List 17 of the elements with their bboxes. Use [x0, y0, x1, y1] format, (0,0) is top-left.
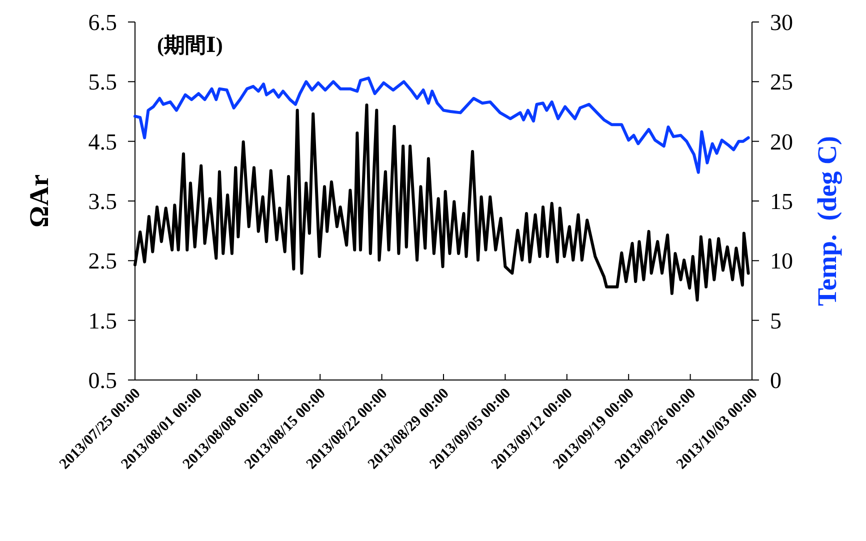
annotation: (期間Ⅰ): [157, 33, 223, 57]
y-tick-label: 2.5: [88, 248, 117, 274]
y2-tick-label: 10: [770, 248, 793, 274]
y-tick-label: 4.5: [88, 129, 117, 154]
y2-tick-label: 30: [770, 10, 793, 35]
y-tick-label: 6.5: [88, 10, 117, 35]
y2-tick-label: 15: [770, 189, 793, 214]
y-tick-label: 0.5: [88, 368, 117, 393]
y2-tick-label: 5: [770, 308, 782, 334]
y-tick-label: 5.5: [88, 70, 117, 95]
y2-tick-label: 0: [770, 368, 782, 393]
y-tick-label: 3.5: [88, 189, 117, 214]
y-axis-title: ΩAr: [24, 174, 54, 228]
y2-tick-label: 25: [770, 70, 793, 95]
y2-tick-label: 20: [770, 129, 793, 154]
y2-axis-title: Temp. (deg C): [812, 136, 842, 306]
y-tick-label: 1.5: [88, 308, 117, 334]
